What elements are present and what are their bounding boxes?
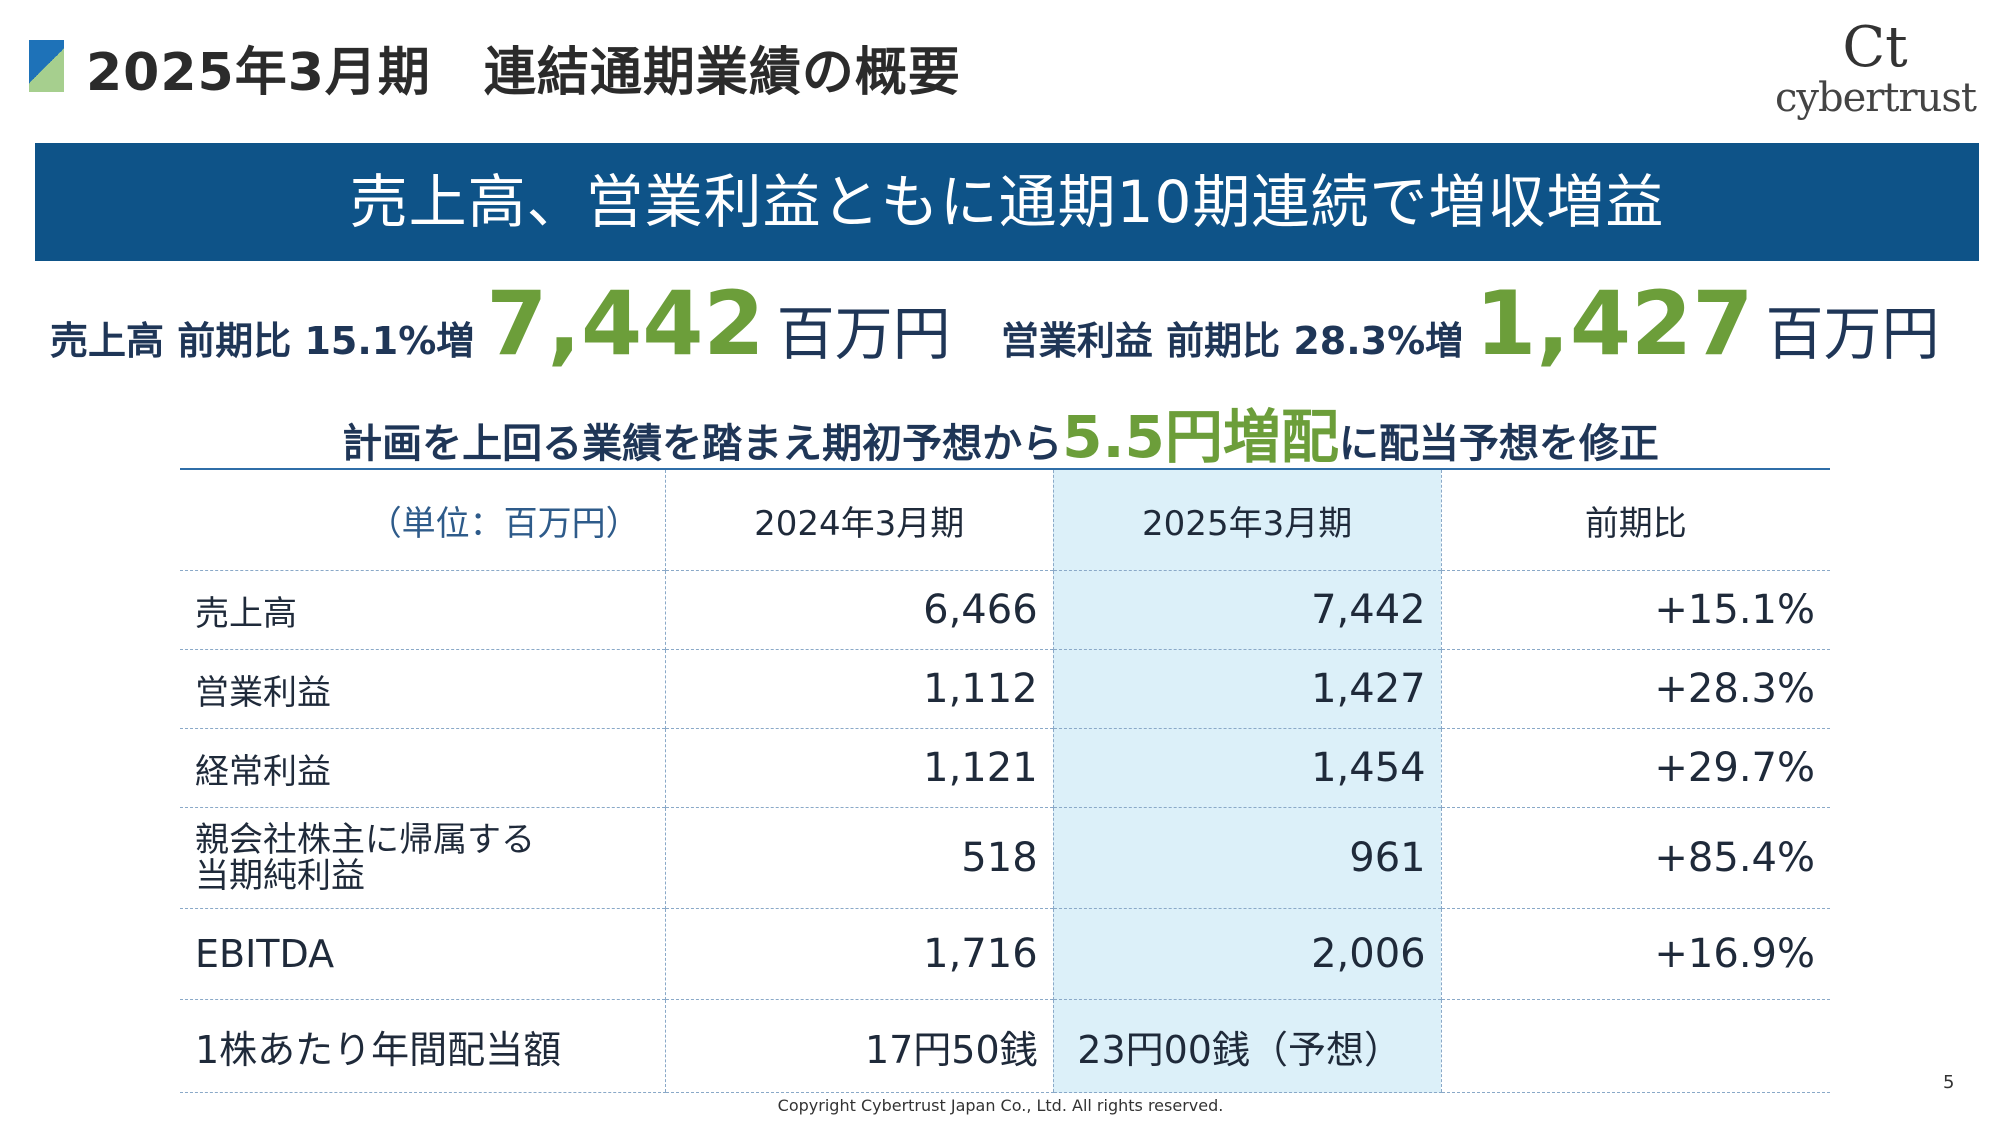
dividend-pre: 計画を上回る業績を踏まえ期初予想から [342, 421, 1063, 467]
dividend-highlight: 5.5円増配 [1062, 403, 1339, 471]
logo-wordmark: cybertrust [1775, 75, 1977, 121]
sales-kpi-label: 売上高 前期比 15.1%増 [50, 319, 475, 363]
table-row: 親会社株主に帰属する 当期純利益 518 961 +85.4% [180, 807, 1830, 909]
op-kpi-value: 1,427 [1475, 272, 1754, 375]
table-header-row: （単位：百万円） 2024年3月期 2025年3月期 前期比 [180, 468, 1830, 571]
results-table: （単位：百万円） 2024年3月期 2025年3月期 前期比 売上高 6,466… [180, 468, 1830, 1093]
col-header-fy2024: 2024年3月期 [664, 468, 1054, 571]
cell-fy2024: 1,121 [664, 728, 1054, 808]
col-header-fy2025: 2025年3月期 [1052, 468, 1442, 571]
row-label: 親会社株主に帰属する 当期純利益 [180, 807, 666, 909]
sales-kpi-unit: 百万円 [776, 300, 951, 368]
table-row: EBITDA 1,716 2,006 +16.9% [180, 908, 1830, 1000]
page-number: 5 [1943, 1072, 1955, 1093]
kpi-row: 売上高 前期比 15.1%増 7,442 百万円 営業利益 前期比 28.3%増 1,… [50, 272, 1980, 375]
cell-fy2025: 1,427 [1052, 649, 1442, 729]
unit-label: （単位：百万円） [180, 468, 666, 571]
cell-change: +28.3% [1440, 649, 1830, 729]
table-row: 営業利益 1,112 1,427 +28.3% [180, 649, 1830, 729]
col-header-change: 前期比 [1440, 468, 1830, 571]
copyright: Copyright Cybertrust Japan Co., Ltd. All… [777, 1096, 1224, 1115]
cell-change: +16.9% [1440, 908, 1830, 1000]
headline-banner: 売上高、営業利益ともに通期10期連続で増収増益 [35, 143, 1979, 261]
table-row: 1株あたり年間配当額 17円50銭 23円00銭（予想） [180, 999, 1830, 1093]
cell-fy2025: 7,442 [1052, 570, 1442, 650]
cell-change: +15.1% [1440, 570, 1830, 650]
cell-fy2025: 1,454 [1052, 728, 1442, 808]
page-title: 2025年3月期 連結通期業績の概要 [86, 43, 961, 103]
cell-fy2024: 518 [664, 807, 1054, 909]
cell-change: +85.4% [1440, 807, 1830, 909]
title-accent-icon [29, 40, 64, 92]
row-label: 1株あたり年間配当額 [180, 999, 666, 1093]
cell-fy2025: 2,006 [1052, 908, 1442, 1000]
row-label: 売上高 [180, 570, 666, 650]
cell-fy2024: 6,466 [664, 570, 1054, 650]
cell-fy2024: 1,112 [664, 649, 1054, 729]
cell-change: +29.7% [1440, 728, 1830, 808]
row-label: 経常利益 [180, 728, 666, 808]
row-label: EBITDA [180, 908, 666, 1000]
cell-fy2024: 1,716 [664, 908, 1054, 1000]
cell-fy2024: 17円50銭 [664, 999, 1054, 1093]
table-row: 売上高 6,466 7,442 +15.1% [180, 570, 1830, 650]
cybertrust-logo: Ct cybertrust [1775, 15, 1977, 130]
op-kpi-label: 営業利益 前期比 28.3%増 [1000, 319, 1464, 363]
op-kpi-unit: 百万円 [1765, 300, 1940, 368]
cell-fy2025: 23円00銭（予想） [1052, 999, 1442, 1093]
dividend-post: に配当予想を修正 [1338, 421, 1659, 467]
sales-kpi-value: 7,442 [486, 272, 765, 375]
cell-fy2025: 961 [1052, 807, 1442, 909]
row-label: 営業利益 [180, 649, 666, 729]
cell-change [1440, 999, 1830, 1093]
dividend-message: 計画を上回る業績を踏まえ期初予想から5.5円増配に配当予想を修正 [0, 390, 2001, 474]
logo-mark-icon: Ct [1842, 15, 1908, 80]
table-row: 経常利益 1,121 1,454 +29.7% [180, 728, 1830, 808]
